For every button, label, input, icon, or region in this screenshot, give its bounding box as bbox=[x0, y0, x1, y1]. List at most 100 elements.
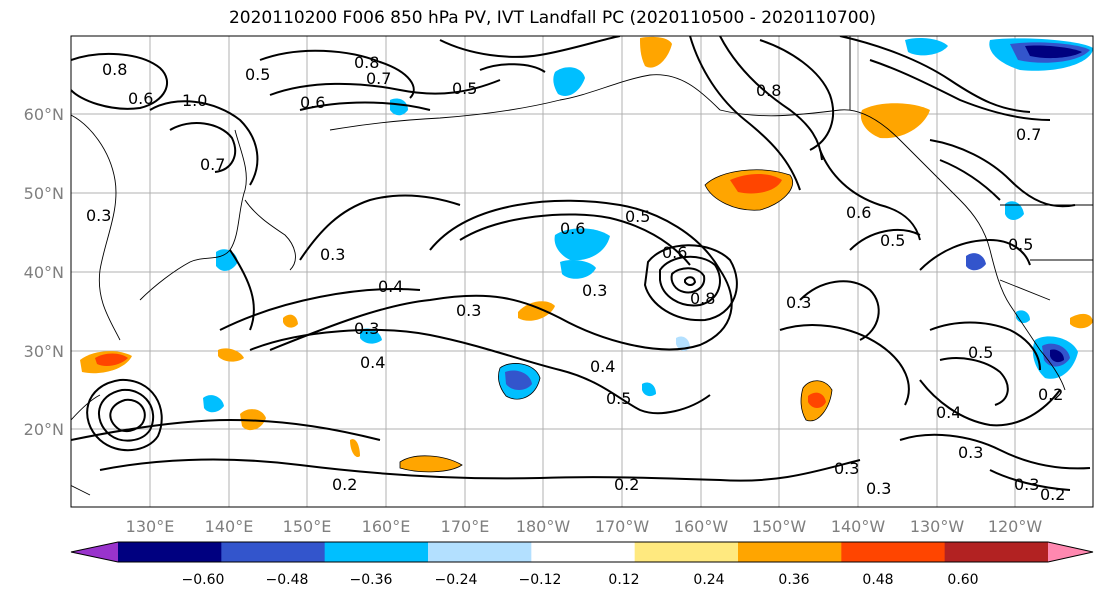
colorbar-tick-label: 0.24 bbox=[693, 572, 724, 588]
map-title: 2020110200 F006 850 hPa PV, IVT Landfall… bbox=[228, 8, 876, 28]
map-frame bbox=[70, 35, 1094, 508]
contour-label: 0.4 bbox=[378, 277, 403, 296]
lon-label: 170°E bbox=[441, 517, 490, 536]
contour-label: 0.6 bbox=[128, 89, 153, 108]
lat-label: 30°N bbox=[24, 342, 64, 361]
colorbar-tick-label: −0.48 bbox=[266, 572, 309, 588]
colorbar-extend-low bbox=[71, 542, 118, 562]
colorbar bbox=[70, 541, 1094, 563]
contour-label: 0.7 bbox=[1016, 125, 1041, 144]
contour-label: 1.0 bbox=[182, 91, 207, 110]
contour-label: 0.2 bbox=[1040, 485, 1065, 504]
lon-label: 140°W bbox=[831, 517, 886, 536]
contour-label: 0.3 bbox=[834, 459, 859, 478]
longitude-labels: 130°E 140°E 150°E 160°E 170°E 180°W 170°… bbox=[126, 517, 1043, 536]
contour-label: 0.3 bbox=[456, 301, 481, 320]
contour-label: 0.6 bbox=[560, 219, 585, 238]
colorbar-extend-high bbox=[1048, 542, 1093, 562]
contour-label: 0.7 bbox=[200, 155, 225, 174]
contour-label: 0.3 bbox=[582, 281, 607, 300]
pv-positive-patch bbox=[730, 174, 782, 194]
pv-outlines bbox=[399, 169, 833, 473]
pv-negative-patch bbox=[203, 395, 224, 413]
contour-label: 0.3 bbox=[1014, 475, 1039, 494]
contour-label: 0.4 bbox=[590, 357, 615, 376]
lon-label: 130°W bbox=[910, 517, 965, 536]
contour-label: 0.5 bbox=[1008, 235, 1033, 254]
pv-positive-patch bbox=[95, 353, 128, 366]
contour-label: 0.2 bbox=[332, 475, 357, 494]
contour-labels: 1.0 0.8 0.7 0.6 0.5 0.8 0.7 0.6 0.5 0.8 … bbox=[86, 53, 1065, 504]
colorbar-segment bbox=[118, 542, 222, 562]
contour-label: 0.7 bbox=[366, 69, 391, 88]
pv-positive-patch bbox=[218, 348, 244, 362]
colorbar-tick-label: −0.24 bbox=[435, 572, 478, 588]
contour-label: 0.3 bbox=[786, 293, 811, 312]
contour-label: 0.5 bbox=[625, 207, 650, 226]
lat-label: 50°N bbox=[24, 184, 64, 203]
contour-label: 0.5 bbox=[968, 343, 993, 362]
contour-label: 0.5 bbox=[880, 231, 905, 250]
colorbar-tick-label: 0.12 bbox=[608, 572, 639, 588]
contour-label: 0.2 bbox=[1038, 385, 1063, 404]
contour-label: 0.3 bbox=[86, 206, 111, 225]
pv-negative-patch bbox=[360, 328, 382, 344]
lon-label: 160°E bbox=[362, 517, 411, 536]
lon-label: 130°E bbox=[126, 517, 175, 536]
contour-label: 0.8 bbox=[690, 289, 715, 308]
pv-positive-patch bbox=[808, 392, 826, 408]
pv-negative-patch bbox=[642, 382, 656, 397]
pv-negative-patch bbox=[1025, 45, 1082, 59]
contour-label: 0.5 bbox=[606, 389, 631, 408]
colorbar-tick-label: −0.60 bbox=[182, 572, 225, 588]
colorbar-segment bbox=[531, 542, 636, 562]
contour-label: 0.6 bbox=[846, 203, 871, 222]
contour-label: 0.6 bbox=[300, 93, 325, 112]
pv-negative-patch bbox=[505, 370, 532, 390]
contour-label: 0.6 bbox=[662, 243, 687, 262]
lat-label: 40°N bbox=[24, 263, 64, 282]
pv-negative-patch bbox=[390, 98, 408, 116]
pv-positive-patch bbox=[860, 103, 930, 139]
lon-label: 150°W bbox=[752, 517, 807, 536]
pv-positive-patch bbox=[350, 439, 360, 458]
latitude-labels: 60°N 50°N 40°N 30°N 20°N bbox=[24, 105, 64, 439]
pv-negative-patch bbox=[554, 228, 610, 261]
colorbar-segment bbox=[738, 542, 842, 562]
contour-label: 0.3 bbox=[354, 319, 379, 338]
colorbar-tick-label: −0.12 bbox=[519, 572, 562, 588]
lon-label: 170°W bbox=[595, 517, 650, 536]
pv-negative-patch bbox=[966, 253, 986, 271]
pv-negative-patch bbox=[553, 67, 585, 97]
colorbar-tick-label: 0.60 bbox=[947, 572, 978, 588]
contour-label: 0.8 bbox=[102, 60, 127, 79]
contour-label: 0.4 bbox=[360, 353, 385, 372]
pv-positive-patch bbox=[1070, 313, 1093, 329]
contour-label: 0.5 bbox=[452, 79, 477, 98]
colorbar-outline bbox=[70, 541, 1094, 563]
pv-positive-patch bbox=[400, 455, 462, 472]
lon-label: 150°E bbox=[283, 517, 332, 536]
pv-negative-patch bbox=[905, 38, 948, 56]
contour-label: 0.3 bbox=[866, 479, 891, 498]
contour-label: 0.8 bbox=[756, 81, 781, 100]
lon-label: 180°W bbox=[516, 517, 571, 536]
lat-label: 60°N bbox=[24, 105, 64, 124]
lon-label: 140°E bbox=[205, 517, 254, 536]
colorbar-segment bbox=[944, 542, 1049, 562]
ivt-contours bbox=[71, 36, 1091, 491]
coastlines bbox=[71, 36, 1093, 496]
pv-positive-patch bbox=[518, 301, 555, 321]
contour-label: 0.3 bbox=[958, 443, 983, 462]
colorbar-segment bbox=[428, 542, 532, 562]
pv-positive-patch bbox=[283, 314, 298, 328]
pv-positive-patch bbox=[640, 36, 672, 68]
contour-label: 0.2 bbox=[614, 475, 639, 494]
colorbar-tick-labels: −0.60 −0.48 −0.36 −0.24 −0.12 0.12 0.24 … bbox=[182, 572, 979, 588]
colorbar-segment bbox=[634, 542, 739, 562]
colorbar-segment bbox=[324, 542, 429, 562]
colorbar-segment bbox=[221, 542, 326, 562]
colorbar-tick-label: 0.48 bbox=[862, 572, 893, 588]
pv-negative-patch bbox=[560, 260, 596, 279]
